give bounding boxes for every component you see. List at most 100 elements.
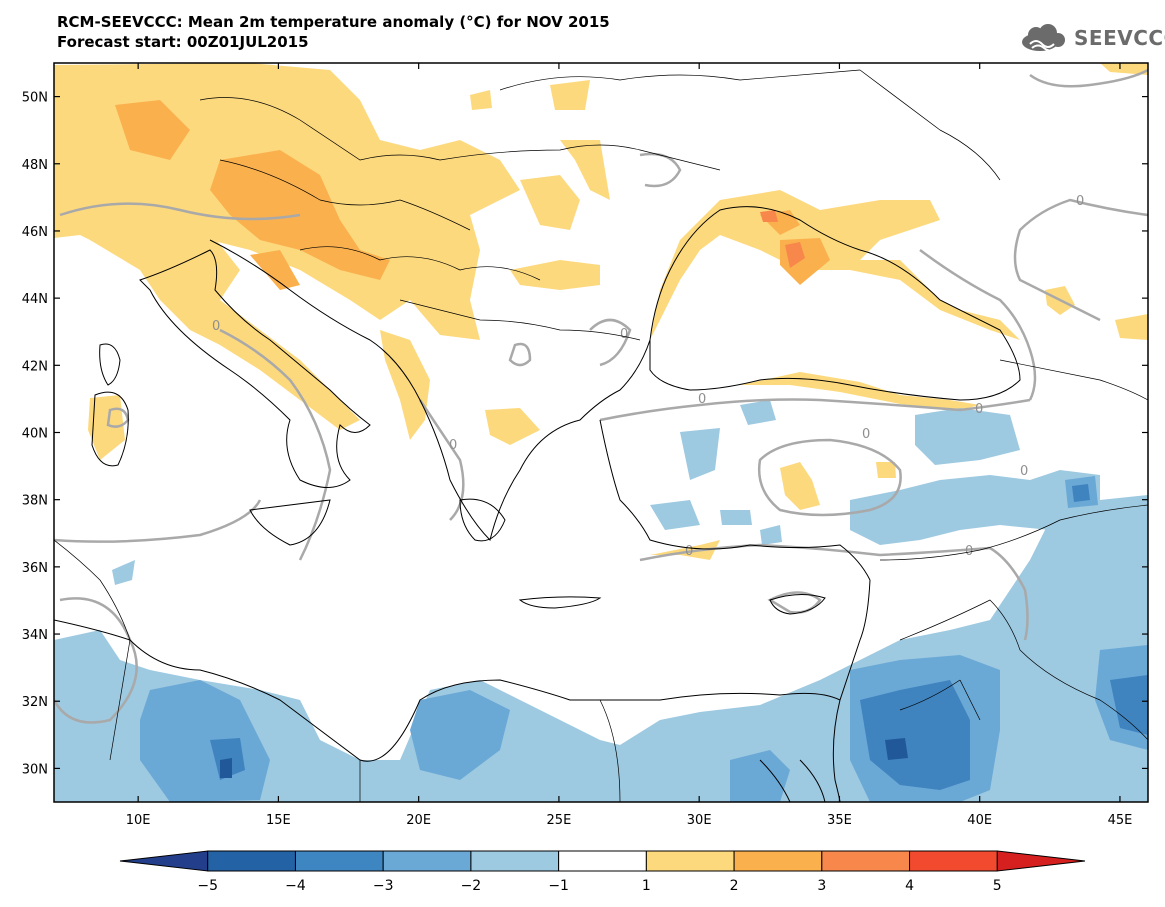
warm-region-anatolia xyxy=(780,462,820,510)
border xyxy=(219,159,471,231)
warm-region-bulgaria xyxy=(510,260,600,290)
cold-max-iraq xyxy=(1110,675,1148,735)
warm-region-poland xyxy=(550,80,590,110)
contour-label: 0 xyxy=(212,319,220,334)
zero-contour xyxy=(639,152,682,188)
coastline-sardinia xyxy=(91,391,129,467)
cold-region-anatolia-east xyxy=(915,408,1020,465)
lat-tick-label: 44N xyxy=(22,292,48,307)
coastline-sicily xyxy=(249,499,331,546)
warm-region-italy xyxy=(90,232,360,430)
contour-labels: 0 0 0 0 0 0 0 0 0 0 xyxy=(212,194,1084,559)
lat-tick-label: 42N xyxy=(22,359,48,374)
contour-label: 0 xyxy=(1076,194,1084,209)
cold-extreme-libya xyxy=(220,758,232,778)
coastline-crete xyxy=(518,596,602,609)
contour-label: 0 xyxy=(698,392,706,407)
cold-region-taurus xyxy=(720,510,752,525)
warm-core-adriatic xyxy=(250,250,300,290)
contour-label: 0 xyxy=(1020,464,1028,479)
colorbar-label: 2 xyxy=(730,878,739,894)
cold-region-tunisia xyxy=(112,560,135,585)
coastline-italy xyxy=(139,249,371,488)
colorbar-segment xyxy=(821,850,911,872)
zero-contour xyxy=(219,328,332,561)
colorbar-label: 5 xyxy=(993,878,1002,894)
coastline-balkans xyxy=(209,239,651,541)
lat-tick-label: 46N xyxy=(22,225,48,240)
warm-region-caspian xyxy=(1100,63,1148,75)
contour-label: 0 xyxy=(620,327,628,342)
colorbar: −5 −4 −3 −2 −1 1 2 3 4 5 xyxy=(119,850,1086,894)
colorbar-segment xyxy=(909,850,998,872)
colorbar-label: −3 xyxy=(373,878,394,894)
zero-contour xyxy=(767,591,822,614)
colorbar-label: −4 xyxy=(285,878,306,894)
border xyxy=(879,504,1148,561)
zero-contour-layer xyxy=(54,68,1148,724)
cold-region-southeast xyxy=(760,525,782,545)
colorbar-segment xyxy=(470,850,560,872)
border xyxy=(299,246,541,281)
colorbar-label: −1 xyxy=(548,878,569,894)
forecast-start-label: Forecast start: 00Z01JUL2015 xyxy=(57,33,309,51)
border xyxy=(599,699,621,802)
cold-core-egypt xyxy=(730,750,790,802)
lat-tick-label: 30N xyxy=(22,762,48,777)
colorbar-label: 4 xyxy=(905,878,914,894)
cloud-icon xyxy=(1022,24,1065,52)
border xyxy=(54,539,131,641)
colorbar-segment xyxy=(733,850,823,872)
zero-contour xyxy=(1013,198,1148,322)
latitude-axis: 30N 32N 34N 36N 38N 40N 42N 44N 46N 48N 50N xyxy=(22,91,1148,777)
border xyxy=(899,679,981,721)
colorbar-label: 3 xyxy=(817,878,826,894)
lon-tick-label: 25E xyxy=(547,813,572,828)
coastline-turkey-south xyxy=(599,419,871,581)
coastline-peloponnese xyxy=(459,498,506,542)
warm-region-romania xyxy=(520,175,580,230)
coastline-red-sea xyxy=(759,759,826,802)
cold-region-anatolia-south xyxy=(650,500,700,530)
zero-contour xyxy=(757,438,902,517)
lat-tick-label: 38N xyxy=(22,494,48,509)
warm-region-hungary-ne xyxy=(470,90,492,110)
zero-contour xyxy=(589,318,632,367)
warm-max-crimea xyxy=(785,242,805,268)
zero-contour xyxy=(639,543,1029,641)
zero-contour xyxy=(54,499,262,543)
coastline-cyprus xyxy=(769,594,826,615)
border xyxy=(859,69,1001,181)
warm-anomaly-stronger-layer xyxy=(760,210,805,268)
contour-label: 0 xyxy=(449,438,457,453)
coastline-north-africa xyxy=(54,619,841,762)
warm-max-kerch xyxy=(760,210,778,222)
warm-region-caucasus xyxy=(1115,314,1148,340)
lon-tick-label: 35E xyxy=(827,813,852,828)
contour-label: 0 xyxy=(965,544,973,559)
lon-tick-label: 40E xyxy=(967,813,992,828)
zero-contour xyxy=(59,202,301,221)
colorbar-label: 1 xyxy=(642,878,651,894)
warm-region-anatolia-east xyxy=(876,462,896,478)
contour-label: 0 xyxy=(862,427,870,442)
contour-label: 0 xyxy=(685,544,693,559)
cold-core-libya-east xyxy=(410,690,510,780)
zero-contour xyxy=(418,399,465,521)
warm-region-black-sea-north xyxy=(650,190,1020,340)
lat-tick-label: 50N xyxy=(22,91,48,106)
cold-region-iraq xyxy=(850,470,1100,545)
zero-contour xyxy=(599,398,1031,422)
cold-region-ankara xyxy=(740,400,776,425)
coastline-corsica xyxy=(99,343,121,386)
colorbar-segment xyxy=(119,850,209,872)
cold-anomaly-stronger-layer xyxy=(210,484,1148,790)
colorbar-label: −5 xyxy=(197,878,218,894)
logo-text: SEEVCCC xyxy=(1074,26,1165,50)
cold-extreme-jordan xyxy=(885,738,908,760)
colorbar-segment xyxy=(382,850,472,872)
colorbar-label: −2 xyxy=(461,878,482,894)
border xyxy=(999,359,1148,401)
border xyxy=(899,599,1148,741)
